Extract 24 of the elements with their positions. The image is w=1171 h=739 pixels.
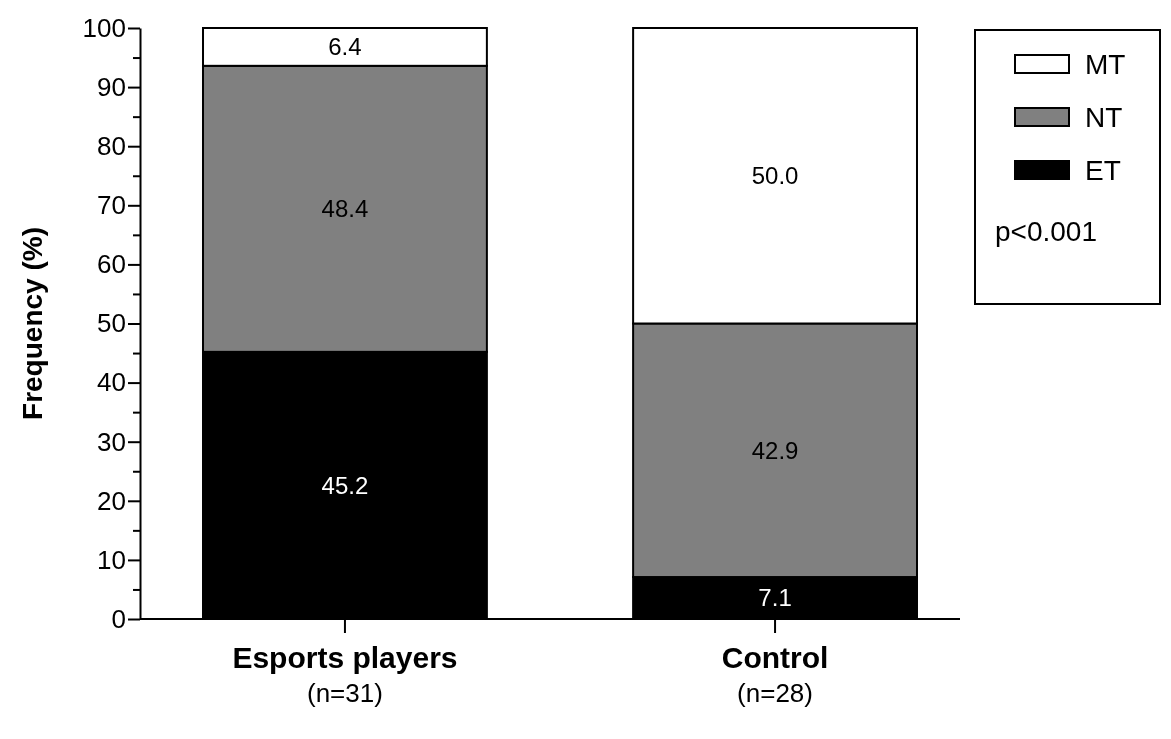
text: p<0.001: [995, 215, 1097, 247]
legend-label: ET: [1085, 154, 1121, 186]
y-axis-title: Frequency (%): [17, 227, 48, 420]
y-tick-label: 40: [97, 367, 126, 398]
data-label: 50.0: [751, 162, 799, 190]
y-tick-label: 50: [97, 308, 126, 339]
y-tick-label: 70: [97, 190, 126, 221]
legend-label: NT: [1085, 101, 1123, 133]
y-tick-label: 80: [97, 131, 126, 162]
x-tick-label: Control (n=28): [721, 641, 829, 708]
y-tick-label: 100: [82, 12, 126, 43]
y-tick-label: 0: [111, 603, 126, 634]
data-label: 42.9: [751, 436, 799, 464]
data-label: 6.4: [328, 33, 362, 61]
y-tick-label: 60: [97, 249, 126, 280]
data-label: 45.2: [321, 471, 369, 499]
x-tick-label: Esports players (n=31): [232, 641, 458, 708]
legend-label: MT: [1085, 48, 1126, 80]
y-tick-label: 30: [97, 426, 126, 457]
y-tick-label: 20: [97, 485, 126, 516]
y-tick-label: 10: [97, 544, 126, 575]
data-label: 7.1: [758, 584, 792, 612]
data-label: 48.4: [321, 195, 369, 223]
y-tick-label: 90: [97, 71, 126, 102]
